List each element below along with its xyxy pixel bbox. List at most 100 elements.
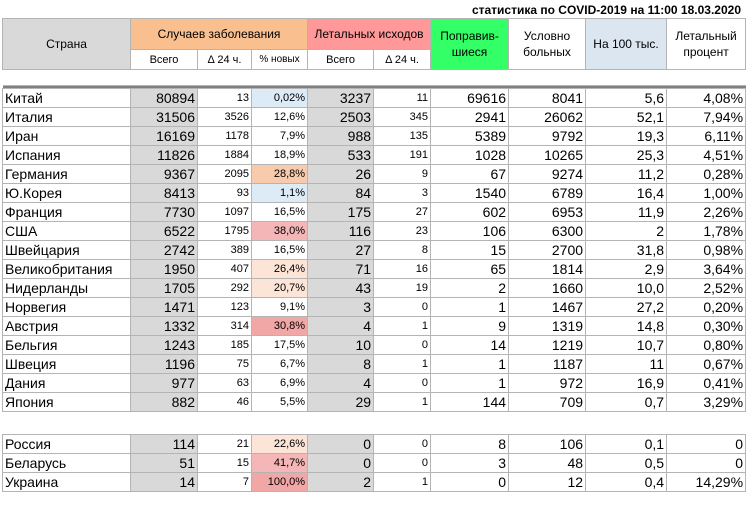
cases-delta-cell: 1097 [197, 202, 252, 222]
table-row: США 6522 1795 38,0% 116 23 106 6300 2 1,78% [2, 221, 747, 241]
pct-new-cell: 100,0% [250, 472, 309, 492]
pct-new-cell: 41,7% [250, 453, 309, 473]
country-cell: Германия [2, 164, 131, 184]
deaths-total-cell: 116 [307, 221, 375, 241]
country-cell: Италия [2, 107, 131, 127]
country-cell: Япония [2, 392, 131, 412]
deaths-delta-subheader: Δ 24 ч. [373, 49, 432, 70]
cases-total-cell: 977 [130, 373, 198, 393]
per100k-cell: 16,9 [585, 373, 668, 393]
cases-total-cell: 1332 [130, 316, 198, 336]
deaths-total-cell: 3 [307, 297, 375, 317]
cases-delta-cell: 1178 [197, 126, 252, 146]
lethal-pct-cell: 0,20% [666, 297, 747, 317]
active-header: Условно больных [508, 18, 587, 70]
active-cell: 2700 [508, 240, 587, 260]
recovered-cell: 5389 [430, 126, 510, 146]
spacer-row [2, 69, 746, 86]
recovered-cell: 9 [430, 316, 510, 336]
cases-total-cell: 1196 [130, 354, 198, 374]
deaths-total-cell: 2503 [307, 107, 375, 127]
active-cell: 26062 [508, 107, 587, 127]
deaths-total-cell: 43 [307, 278, 375, 298]
table-row: Россия 114 21 22,6% 0 0 8 106 0,1 0 [2, 434, 747, 454]
cases-total-cell: 114 [130, 434, 198, 454]
lethal-pct-cell: 0 [666, 453, 747, 473]
cases-delta-cell: 123 [197, 297, 252, 317]
pct-new-cell: 16,5% [250, 240, 309, 260]
pct-new-subheader: % новых [250, 49, 309, 70]
recovered-cell: 1540 [430, 183, 510, 203]
country-cell: Дания [2, 373, 131, 393]
cases-delta-cell: 292 [197, 278, 252, 298]
active-cell: 972 [508, 373, 587, 393]
per100k-cell: 0,1 [585, 434, 668, 454]
table-row: Австрия 1332 314 30,8% 4 1 9 1319 14,8 0,30% [2, 316, 747, 336]
active-cell: 1467 [508, 297, 587, 317]
pct-new-cell: 20,7% [250, 278, 309, 298]
pct-new-cell: 7,9% [250, 126, 309, 146]
deaths-total-cell: 0 [307, 434, 375, 454]
deaths-total-cell: 0 [307, 453, 375, 473]
table-row: Ю.Корея 8413 93 1,1% 84 3 1540 6789 16,4 1,00% [2, 183, 747, 203]
pct-new-cell: 0,02% [250, 88, 309, 108]
cases-total-cell: 1950 [130, 259, 198, 279]
cases-delta-cell: 1795 [197, 221, 252, 241]
cases-delta-cell: 75 [197, 354, 252, 374]
deaths-total-cell: 26 [307, 164, 375, 184]
active-cell: 6953 [508, 202, 587, 222]
active-cell: 9274 [508, 164, 587, 184]
pct-new-cell: 1,1% [250, 183, 309, 203]
deaths-delta-cell: 1 [373, 472, 432, 492]
deaths-header: Летальных исходов [307, 18, 432, 50]
cases-delta-cell: 63 [197, 373, 252, 393]
table-row: Швейцария 2742 389 16,5% 27 8 15 2700 31,8 0,98% [2, 240, 747, 260]
recovered-cell: 65 [430, 259, 510, 279]
per100k-cell: 0,7 [585, 392, 668, 412]
cases-delta-cell: 15 [197, 453, 252, 473]
recovered-cell: 8 [430, 434, 510, 454]
cases-total-cell: 7730 [130, 202, 198, 222]
active-cell: 12 [508, 472, 587, 492]
lethal-pct-cell: 0,41% [666, 373, 747, 393]
country-cell: Нидерланды [2, 278, 131, 298]
recovered-cell: 1 [430, 373, 510, 393]
lethal-pct-cell: 14,29% [666, 472, 747, 492]
active-cell: 709 [508, 392, 587, 412]
per100k-cell: 27,2 [585, 297, 668, 317]
deaths-delta-cell: 27 [373, 202, 432, 222]
lethal-pct-cell: 7,94% [666, 107, 747, 127]
pct-new-cell: 38,0% [250, 221, 309, 241]
recovered-cell: 1 [430, 297, 510, 317]
per100k-cell: 14,8 [585, 316, 668, 336]
deaths-delta-cell: 345 [373, 107, 432, 127]
separator-row [2, 85, 746, 89]
country-cell: Китай [2, 88, 131, 108]
active-cell: 48 [508, 453, 587, 473]
table-row: Китай 80894 13 0,02% 3237 11 69616 8041 5,6 4,08% [2, 88, 747, 108]
table-row: Беларусь 51 15 41,7% 0 0 3 48 0,5 0 [2, 453, 747, 473]
deaths-delta-cell: 11 [373, 88, 432, 108]
per100k-cell: 52,1 [585, 107, 668, 127]
cases-delta-cell: 407 [197, 259, 252, 279]
per100k-cell: 19,3 [585, 126, 668, 146]
cases-total-cell: 1243 [130, 335, 198, 355]
per100k-cell: 25,3 [585, 145, 668, 165]
deaths-total-cell: 988 [307, 126, 375, 146]
deaths-delta-cell: 16 [373, 259, 432, 279]
lethal-pct-cell: 3,64% [666, 259, 747, 279]
table-row: Бельгия 1243 185 17,5% 10 0 14 1219 10,7 0,80% [2, 335, 747, 355]
covid-stats-table: Страна Случаев заболевания Летальных исх… [2, 18, 747, 492]
cases-delta-cell: 2095 [197, 164, 252, 184]
table-row: Швеция 1196 75 6,7% 8 1 1 1187 11 0,67% [2, 354, 747, 374]
recovered-cell: 3 [430, 453, 510, 473]
lethal-pct-cell: 4,08% [666, 88, 747, 108]
recovered-cell: 106 [430, 221, 510, 241]
deaths-total-cell: 10 [307, 335, 375, 355]
lethal-pct-cell: 1,00% [666, 183, 747, 203]
cases-delta-cell: 46 [197, 392, 252, 412]
per100k-cell: 10,7 [585, 335, 668, 355]
active-cell: 9792 [508, 126, 587, 146]
per100k-cell: 0,5 [585, 453, 668, 473]
per100k-header: На 100 тыс. [585, 18, 668, 70]
